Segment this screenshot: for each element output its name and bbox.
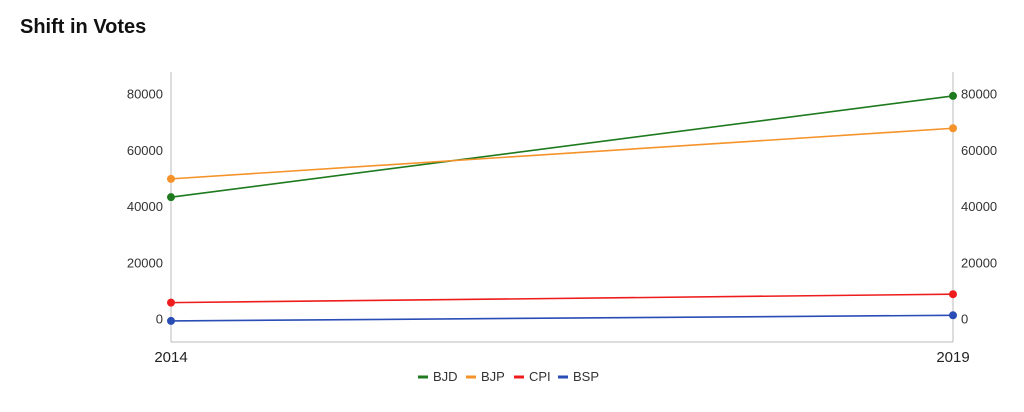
x-tick-label: 2014 — [154, 349, 187, 366]
x-tick-label: 2019 — [936, 349, 969, 366]
legend-item-cpi[interactable]: CPI — [514, 369, 551, 384]
data-point[interactable] — [167, 193, 175, 202]
y-tick-label-left: 60000 — [127, 143, 163, 158]
data-point[interactable] — [949, 124, 957, 133]
series-bjd — [167, 91, 957, 202]
series-lines — [167, 91, 957, 325]
series-line — [170, 314, 954, 322]
data-point[interactable] — [167, 174, 175, 183]
y-tick-label-left: 0 — [156, 312, 163, 327]
data-point[interactable] — [167, 298, 175, 307]
y-tick-label-left: 40000 — [127, 199, 163, 214]
legend-label: BSP — [573, 369, 599, 384]
series-bjp — [167, 124, 957, 183]
y-axis-left-ticks: 0 20000 40000 60000 80000 — [127, 87, 163, 327]
y-tick-label-right: 60000 — [961, 143, 997, 158]
x-axis-ticks: 2014 2019 — [154, 349, 969, 366]
series-cpi — [167, 290, 957, 307]
y-axis-right-ticks: 0 20000 40000 60000 80000 — [961, 87, 997, 327]
y-tick-label-right: 20000 — [961, 255, 997, 270]
legend-item-bsp[interactable]: BSP — [558, 369, 599, 384]
legend-label: BJD — [433, 369, 458, 384]
series-line — [170, 127, 954, 180]
legend-item-bjp[interactable]: BJP — [466, 369, 505, 384]
chart-title: Shift in Votes — [20, 16, 147, 38]
legend-label: CPI — [529, 369, 551, 384]
data-point[interactable] — [949, 290, 957, 299]
y-tick-label-left: 20000 — [127, 255, 163, 270]
series-line — [170, 293, 954, 304]
series-line — [170, 95, 954, 198]
y-tick-label-right: 40000 — [961, 199, 997, 214]
legend-label: BJP — [481, 369, 505, 384]
y-tick-label-left: 80000 — [127, 87, 163, 102]
legend: BJD BJP CPI BSP — [418, 369, 599, 384]
data-point[interactable] — [949, 311, 957, 320]
series-bsp — [167, 311, 957, 325]
y-tick-label-right: 80000 — [961, 87, 997, 102]
data-point[interactable] — [167, 316, 175, 325]
data-point[interactable] — [949, 91, 957, 100]
legend-item-bjd[interactable]: BJD — [418, 369, 458, 384]
y-tick-label-right: 0 — [961, 312, 968, 327]
